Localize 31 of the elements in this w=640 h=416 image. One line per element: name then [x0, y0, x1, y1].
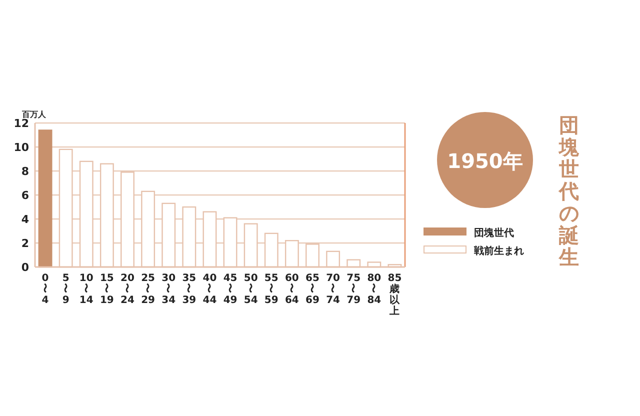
- x-tick-label: 30〜34: [162, 273, 176, 306]
- y-tick-label: 10: [14, 141, 30, 154]
- x-tick-label: 55〜59: [264, 273, 278, 306]
- x-tick-label: 80〜84: [367, 273, 382, 306]
- x-tick-label: 70〜74: [326, 273, 340, 306]
- x-tick-label: 85歳以上: [388, 273, 402, 317]
- x-tick-label: 50〜54: [244, 273, 258, 306]
- y-tick-label: 4: [21, 213, 30, 226]
- x-tick-label: 45〜49: [223, 273, 238, 306]
- legend-label: 戦前生まれ: [473, 245, 524, 257]
- y-tick-label: 8: [21, 165, 29, 178]
- x-tick-label: 0〜4: [38, 273, 50, 306]
- x-tick-label: 60〜64: [284, 273, 299, 306]
- y-tick-label: 2: [21, 237, 29, 250]
- y-tick-label: 12: [14, 117, 29, 130]
- text: 団塊世代の誕生: [558, 113, 580, 269]
- x-tick-label: 65〜69: [306, 273, 320, 306]
- y-tick-label: 0: [21, 261, 30, 274]
- x-tick-label: 25〜29: [141, 273, 156, 306]
- legend-label: 団塊世代: [474, 227, 514, 239]
- x-tick-label: 5〜9: [58, 273, 70, 306]
- text: 1950年: [447, 149, 523, 173]
- x-tick-label: 20〜24: [120, 273, 134, 306]
- x-tick-label: 10〜14: [79, 273, 94, 306]
- x-tick-label: 40〜44: [202, 273, 217, 306]
- y-axis-title: 百万人: [21, 110, 47, 119]
- bar: [38, 130, 52, 268]
- x-tick-label: 35〜39: [182, 273, 196, 306]
- x-tick-label: 15〜19: [100, 273, 114, 306]
- y-tick-label: 6: [21, 189, 30, 202]
- x-tick-label: 75〜79: [346, 273, 361, 306]
